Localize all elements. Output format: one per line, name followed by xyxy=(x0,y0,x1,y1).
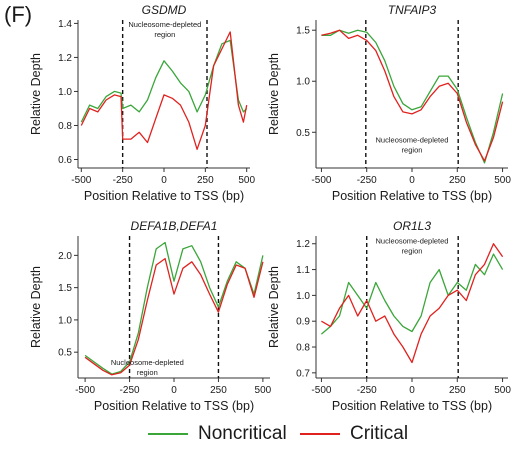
x-tick-label: -500 xyxy=(75,385,95,396)
chart-2: DEFA1B,DEFA1 -500 -250 0 250 500 0.5 1.0 1.5 2.0 P… xyxy=(29,219,272,413)
series-line-noncritical xyxy=(321,29,504,164)
series-line-noncritical xyxy=(80,39,248,123)
legend-swatch-noncritical xyxy=(148,433,188,435)
x-tick-label: 0 xyxy=(161,175,167,186)
x-tick-label: 0 xyxy=(409,385,415,396)
ndr-annotation: region xyxy=(154,30,175,39)
series-line-critical xyxy=(84,257,264,376)
y-axis-label: Relative Depth xyxy=(267,266,281,348)
x-axis-label: Position Relative to TSS (bp) xyxy=(94,399,254,413)
series-line-critical xyxy=(80,31,248,150)
x-tick-label: -250 xyxy=(357,385,377,396)
legend-swatch-critical xyxy=(300,433,340,435)
y-tick-label: 1.2 xyxy=(296,239,310,250)
series-line-noncritical xyxy=(84,241,264,375)
x-tick-label: -500 xyxy=(71,175,91,186)
y-tick-label: 1.5 xyxy=(58,283,72,294)
x-axis-label: Position Relative to TSS (bp) xyxy=(332,189,492,203)
y-tick-label: 2.0 xyxy=(58,251,72,262)
x-tick-label: 500 xyxy=(255,385,272,396)
x-axis-label: Position Relative to TSS (bp) xyxy=(332,399,492,413)
chart-title: OR1L3 xyxy=(393,219,431,233)
y-tick-label: 1.0 xyxy=(58,315,72,326)
y-tick-label: 1.4 xyxy=(58,19,72,30)
x-tick-label: 0 xyxy=(409,175,415,186)
panel-label: (F) xyxy=(4,2,33,27)
series-line-critical xyxy=(321,29,504,162)
ndr-annotation: Nucleosome-depleted xyxy=(128,20,201,29)
y-tick-label: 0.7 xyxy=(296,368,310,379)
ndr-annotation: region xyxy=(137,368,158,377)
ndr-annotation: region xyxy=(402,145,423,154)
chart-title: TNFAIP3 xyxy=(388,3,437,17)
y-axis-label: Relative Depth xyxy=(29,53,43,135)
x-tick-label: 250 xyxy=(197,175,214,186)
y-tick-label: 1.0 xyxy=(58,87,72,98)
x-tick-label: 250 xyxy=(210,385,227,396)
y-tick-label: 1.5 xyxy=(296,26,310,37)
series-line-noncritical xyxy=(320,253,504,335)
y-axis-label: Relative Depth xyxy=(29,266,43,348)
y-tick-label: 1.0 xyxy=(296,77,310,88)
chart-title: DEFA1B,DEFA1 xyxy=(131,219,218,233)
y-tick-label: 0.8 xyxy=(296,343,310,354)
chart-title: GSDMD xyxy=(142,3,187,17)
y-tick-label: 0.6 xyxy=(58,155,72,166)
legend-item-noncritical: Noncritical xyxy=(148,420,287,448)
legend: Noncritical Critical xyxy=(0,420,522,448)
y-tick-label: 0.9 xyxy=(296,317,310,328)
ndr-annotation: region xyxy=(402,247,423,256)
x-tick-label: 250 xyxy=(449,175,466,186)
series-line-critical xyxy=(321,243,504,364)
chart-1: TNFAIP3 -500 -250 0 250 500 0.5 1.0 1.5 Position … xyxy=(267,3,511,203)
y-axis-label: Relative Depth xyxy=(267,53,281,135)
ndr-annotation: Nucleosome-depleted xyxy=(376,237,449,246)
y-tick-label: 0.5 xyxy=(58,348,72,359)
x-tick-label: 500 xyxy=(238,175,255,186)
y-tick-label: 1.1 xyxy=(296,265,310,276)
chart-3: OR1L3 -500 -250 0 250 500 0.7 0.8 0.9 1.0 1.1 1.2 Po… xyxy=(267,219,511,413)
legend-item-critical: Critical xyxy=(300,420,408,448)
x-tick-label: 250 xyxy=(449,385,466,396)
x-axis-label: Position Relative to TSS (bp) xyxy=(84,189,244,203)
x-tick-label: -500 xyxy=(311,175,331,186)
ndr-annotation: Nucleosome-depleted xyxy=(376,135,449,144)
x-tick-label: -250 xyxy=(113,175,133,186)
y-tick-label: 1.2 xyxy=(58,53,72,64)
ndr-annotation: Nucleosome-depleted xyxy=(111,358,184,367)
y-tick-label: 0.5 xyxy=(296,128,310,139)
x-tick-label: 0 xyxy=(171,385,177,396)
y-tick-label: 1.0 xyxy=(296,291,310,302)
legend-label-noncritical: Noncritical xyxy=(198,423,287,444)
x-tick-label: 500 xyxy=(494,175,511,186)
charts-svg: GSDMD -500 -250 0 250 500 0.6 0.8 1.0 1.2 1.4 Posit… xyxy=(29,3,511,413)
x-tick-label: -500 xyxy=(311,385,331,396)
y-tick-label: 0.8 xyxy=(58,121,72,132)
legend-label-critical: Critical xyxy=(350,423,409,444)
x-tick-label: -250 xyxy=(120,385,140,396)
x-tick-label: 500 xyxy=(494,385,511,396)
chart-0: GSDMD -500 -250 0 250 500 0.6 0.8 1.0 1.2 1.4 Posit… xyxy=(29,3,255,203)
x-tick-label: -250 xyxy=(357,175,377,186)
